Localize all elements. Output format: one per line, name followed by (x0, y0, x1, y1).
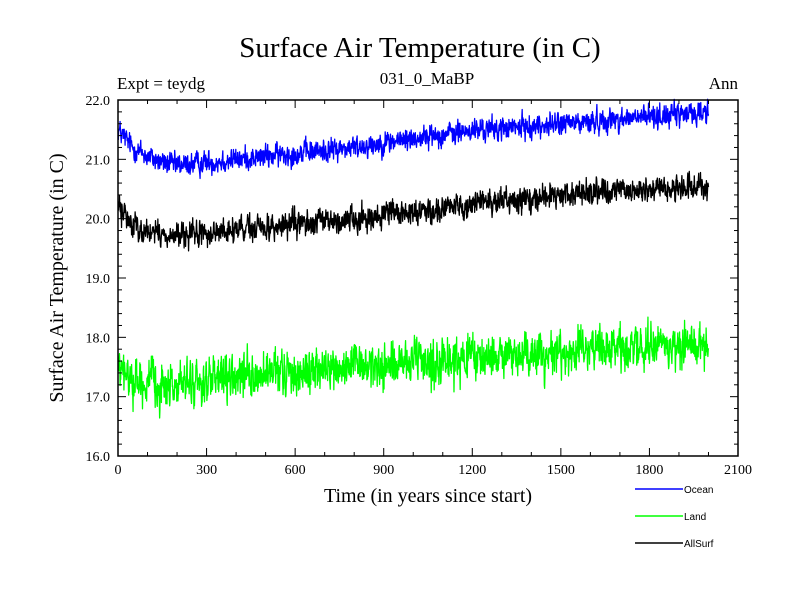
series-layer (117, 98, 710, 419)
x-tick-label: 0 (115, 463, 122, 478)
series-line-land (117, 316, 710, 419)
y-tick-label: 17.0 (86, 391, 111, 406)
y-tick-label: 19.0 (86, 272, 111, 287)
legend: Ocean Land AllSurf (635, 485, 714, 550)
x-tick-label: 1500 (547, 463, 575, 478)
plot-frame (117, 99, 739, 457)
y-axis-label: Surface Air Temperature (in C) (46, 153, 68, 402)
legend-label-land: Land (684, 512, 706, 523)
ticks-layer: 0 300 600 900 1200 1500 1800 2100 16.0 17.0 18.0 19… (86, 94, 753, 478)
legend-label-ocean: Ocean (684, 485, 713, 496)
series-line-ocean (117, 98, 710, 180)
x-tick-label: 1800 (635, 463, 663, 478)
y-tick-label: 20.0 (86, 213, 111, 228)
y-tick-label: 18.0 (86, 331, 111, 346)
x-tick-label: 300 (196, 463, 217, 478)
legend-label-allsurf: AllSurf (684, 539, 714, 550)
y-tick-label: 16.0 (86, 450, 111, 465)
chart-title: Surface Air Temperature (in C) (239, 32, 600, 64)
series-line-allsurf (117, 170, 710, 252)
x-tick-label: 1200 (458, 463, 486, 478)
x-tick-label: 2100 (724, 463, 752, 478)
x-tick-label: 600 (285, 463, 306, 478)
y-tick-label: 22.0 (86, 94, 111, 109)
y-tick-label: 21.0 (86, 153, 111, 168)
expt-label: Expt = teydg (117, 74, 205, 93)
x-tick-label: 900 (373, 463, 394, 478)
ann-label: Ann (709, 74, 739, 93)
x-axis-label: Time (in years since start) (324, 485, 532, 507)
chart-subtitle: 031_0_MaBP (380, 69, 474, 88)
